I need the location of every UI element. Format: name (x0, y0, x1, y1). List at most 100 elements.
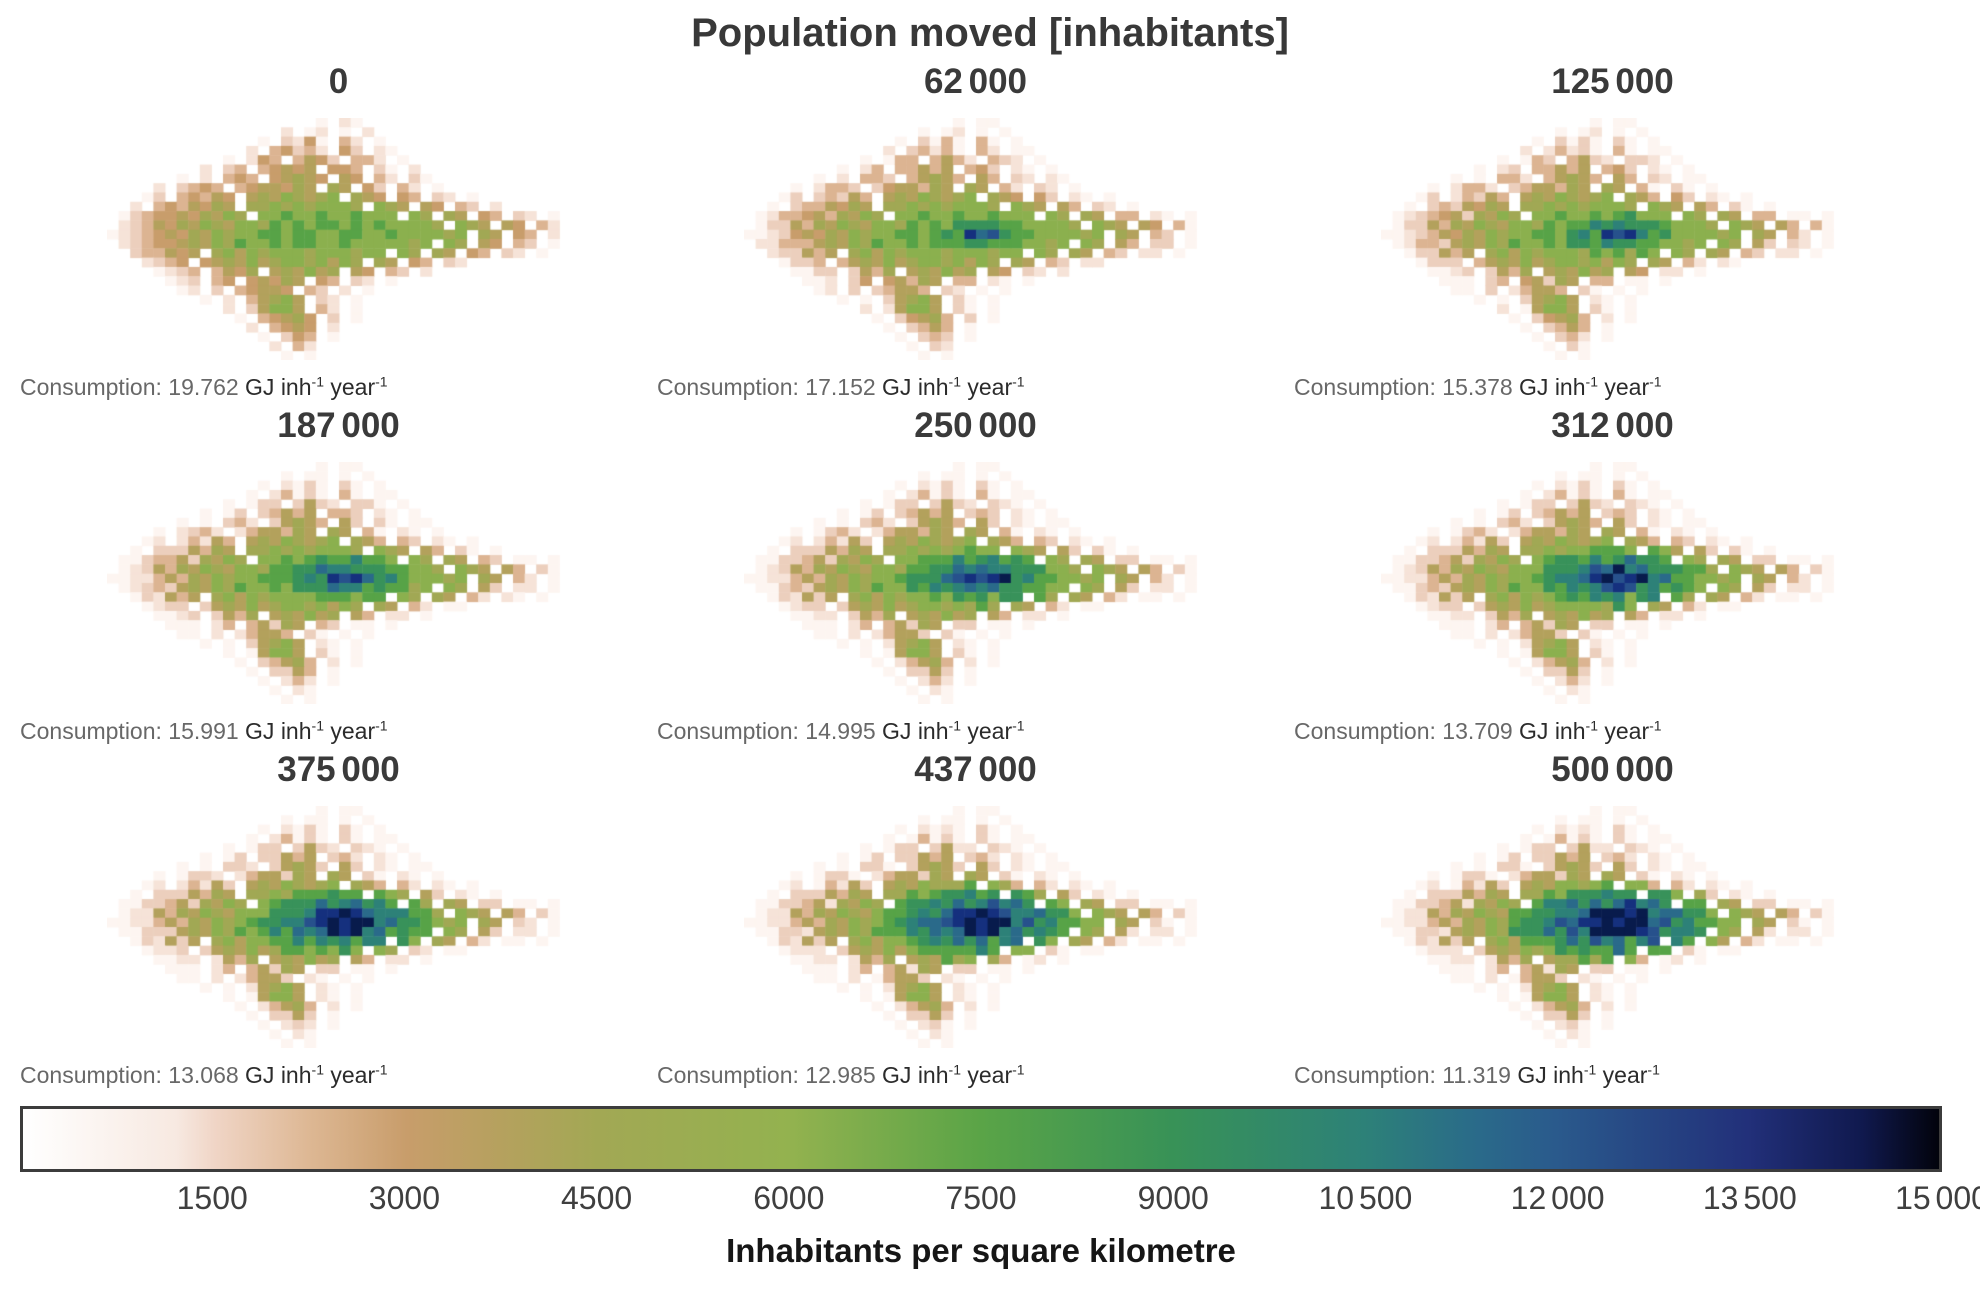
consumption-value: Consumption: 13.709 (1294, 718, 1513, 744)
consumption-value: Consumption: 11.319 (1294, 1062, 1511, 1088)
unit-text: GJ inh (238, 1062, 312, 1088)
unit-text: GJ inh (875, 1062, 949, 1088)
consumption-unit: GJ inh-1 year-1 (876, 374, 1025, 400)
superscript-minus-one: -1 (1012, 373, 1025, 390)
panel-subtitle: 500 000 (1551, 750, 1674, 789)
superscript-minus-one: -1 (375, 717, 388, 734)
panel-0: 0 Consumption: 19.762 GJ inh-1 year-1 (20, 58, 657, 402)
panel-4: 250 000 Consumption: 14.995 GJ inh-1 yea… (657, 402, 1294, 746)
superscript-minus-one: -1 (375, 373, 388, 390)
panel-5: 312 000 Consumption: 13.709 GJ inh-1 yea… (1294, 402, 1931, 746)
panel-subtitle: 250 000 (914, 406, 1037, 445)
density-map-canvas (743, 462, 1208, 704)
consumption-value: Consumption: 12.985 (657, 1062, 876, 1088)
consumption-label: Consumption: 13.709 GJ inh-1 year-1 (1294, 716, 1931, 746)
consumption-unit: GJ inh-1 year-1 (876, 1062, 1025, 1088)
superscript-minus-one: -1 (1585, 717, 1598, 734)
colorbar-gradient (20, 1106, 1942, 1172)
superscript-minus-one: -1 (1583, 1061, 1597, 1078)
colorbar-tick-label: 4500 (561, 1180, 633, 1216)
consumption-unit: GJ inh-1 year-1 (1513, 374, 1662, 400)
panel-subtitle: 437 000 (914, 750, 1037, 789)
consumption-value: Consumption: 14.995 (657, 718, 876, 744)
density-map-canvas (106, 462, 571, 704)
colorbar-ticks: 1500 3000 4500 6000 7500 9000 10 500 12 … (20, 1180, 1980, 1224)
consumption-label: Consumption: 17.152 GJ inh-1 year-1 (657, 372, 1294, 402)
panel-subtitle: 375 000 (277, 750, 400, 789)
density-map-canvas (1380, 118, 1845, 360)
unit-text: year (323, 718, 376, 744)
figure-title: Population moved [inhabitants] (691, 11, 1289, 55)
density-map-canvas (1380, 806, 1845, 1048)
panel-subtitle: 187 000 (277, 406, 400, 445)
unit-text: year (960, 1062, 1013, 1088)
consumption-label: Consumption: 15.378 GJ inh-1 year-1 (1294, 372, 1931, 402)
superscript-minus-one: -1 (1585, 373, 1598, 390)
consumption-unit: GJ inh-1 year-1 (239, 1062, 388, 1088)
colorbar-tick-label: 1500 (176, 1180, 248, 1216)
colorbar-tick-label: 13 500 (1702, 1180, 1797, 1216)
consumption-label: Consumption: 19.762 GJ inh-1 year-1 (20, 372, 657, 402)
superscript-minus-one: -1 (948, 373, 961, 390)
superscript-minus-one: -1 (1649, 373, 1662, 390)
panel-1: 62 000 Consumption: 17.152 GJ inh-1 year… (657, 58, 1294, 402)
panel-8: 500 000 Consumption: 11.319 GJ inh-1 yea… (1294, 746, 1931, 1090)
density-map-canvas (743, 806, 1208, 1048)
unit-text: year (1597, 374, 1650, 400)
consumption-label: Consumption: 13.068 GJ inh-1 year-1 (20, 1060, 657, 1090)
unit-text: GJ inh (1512, 718, 1586, 744)
superscript-minus-one: -1 (1647, 1061, 1660, 1078)
density-map-canvas (106, 118, 571, 360)
unit-text: GJ inh (238, 374, 312, 400)
panel-grid: 0 Consumption: 19.762 GJ inh-1 year-1 62… (20, 58, 1980, 1090)
panel-2: 125 000 Consumption: 15.378 GJ inh-1 yea… (1294, 58, 1931, 402)
unit-text: year (960, 374, 1013, 400)
unit-text: GJ inh (1510, 1062, 1584, 1088)
density-map-canvas (106, 806, 571, 1048)
consumption-label: Consumption: 12.985 GJ inh-1 year-1 (657, 1060, 1294, 1090)
consumption-value: Consumption: 13.068 (20, 1062, 239, 1088)
consumption-label: Consumption: 15.991 GJ inh-1 year-1 (20, 716, 657, 746)
consumption-unit: GJ inh-1 year-1 (1513, 718, 1662, 744)
unit-text: year (960, 718, 1013, 744)
consumption-value: Consumption: 15.378 (1294, 374, 1513, 400)
density-map-canvas (1380, 462, 1845, 704)
panel-7: 437 000 Consumption: 12.985 GJ inh-1 yea… (657, 746, 1294, 1090)
superscript-minus-one: -1 (1649, 717, 1662, 734)
consumption-unit: GJ inh-1 year-1 (1511, 1062, 1660, 1088)
consumption-label: Consumption: 14.995 GJ inh-1 year-1 (657, 716, 1294, 746)
unit-text: year (1596, 1062, 1648, 1088)
consumption-unit: GJ inh-1 year-1 (239, 718, 388, 744)
consumption-value: Consumption: 19.762 (20, 374, 239, 400)
consumption-unit: GJ inh-1 year-1 (239, 374, 388, 400)
superscript-minus-one: -1 (1012, 1061, 1025, 1078)
colorbar-tick-label: 3000 (368, 1180, 440, 1216)
unit-text: year (323, 1062, 376, 1088)
unit-text: year (323, 374, 376, 400)
superscript-minus-one: -1 (311, 373, 324, 390)
superscript-minus-one: -1 (375, 1061, 388, 1078)
colorbar-tick-label: 6000 (753, 1180, 825, 1216)
colorbar-tick-label: 9000 (1137, 1180, 1209, 1216)
unit-text: year (1597, 718, 1650, 744)
unit-text: GJ inh (875, 374, 949, 400)
panel-subtitle: 0 (328, 62, 349, 101)
panel-6: 375 000 Consumption: 13.068 GJ inh -1 yea… (20, 746, 657, 1090)
colorbar: 1500 3000 4500 6000 7500 9000 10 500 12 … (20, 1106, 1980, 1270)
consumption-unit: GJ inh-1 year-1 (876, 718, 1025, 744)
panel-3: 187 000 Consumption: 15.991 GJ inh-1 yea… (20, 402, 657, 746)
colorbar-tick-label: 15 000 (1895, 1180, 1980, 1216)
panel-subtitle: 62 000 (923, 62, 1028, 101)
density-map-canvas (743, 118, 1208, 360)
consumption-label: Consumption: 11.319 GJ inh-1 year-1 (1294, 1060, 1931, 1090)
colorbar-axis-label: Inhabitants per square kilometre (726, 1232, 1236, 1269)
unit-text: GJ inh (875, 718, 949, 744)
superscript-minus-one: -1 (948, 1061, 961, 1078)
superscript-minus-one: -1 (948, 717, 961, 734)
panel-subtitle: 312 000 (1551, 406, 1674, 445)
consumption-value: Consumption: 15.991 (20, 718, 239, 744)
colorbar-tick-label: 12 000 (1510, 1180, 1605, 1216)
superscript-minus-one: -1 (311, 717, 324, 734)
panel-subtitle: 125 000 (1551, 62, 1674, 101)
